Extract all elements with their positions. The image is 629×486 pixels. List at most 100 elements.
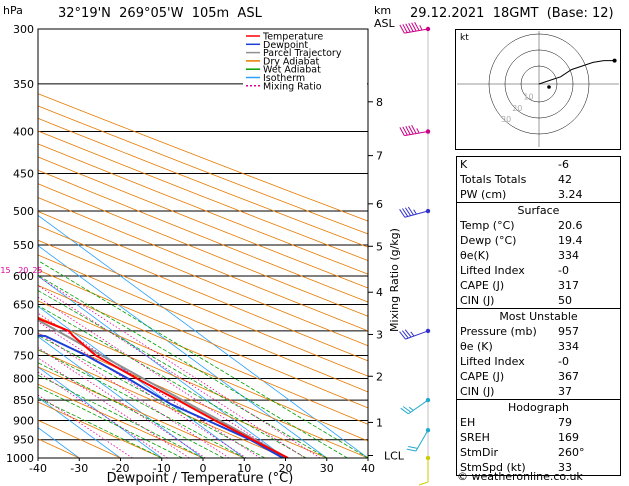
- mixing-ratio-label: 25: [32, 266, 42, 275]
- pressure-tick-label: 800: [13, 372, 34, 385]
- copyright: © weatheronline.co.uk: [457, 470, 583, 483]
- mixing-ratio-line: [38, 371, 168, 458]
- surface-label: θe(K): [460, 249, 490, 262]
- surface-label: CIN (J): [460, 294, 495, 307]
- most-unstable-label: θe (K): [460, 340, 493, 353]
- mixing-ratio-label: 15: [0, 266, 10, 275]
- wind-barb-flag: [418, 481, 429, 486]
- isotherm-line: [38, 336, 204, 458]
- km-tick-label: 6: [376, 198, 383, 211]
- wind-barb: [399, 328, 431, 340]
- index-value: -6: [558, 158, 569, 171]
- surface-label: Dewp (°C): [460, 234, 517, 247]
- km-tick-label: 5: [376, 240, 383, 253]
- temperature-tick-label: 40: [361, 462, 375, 475]
- isotherm-line: [38, 214, 368, 458]
- most-unstable-label: CAPE (J): [460, 370, 505, 383]
- km-tick-label: 7: [376, 150, 383, 163]
- parcel-trajectory-line: [38, 318, 289, 458]
- dry-adiabat-line: [38, 383, 204, 458]
- index-label: PW (cm): [460, 188, 507, 201]
- wind-barb-flag: [408, 446, 418, 449]
- wind-barb-flag: [406, 448, 417, 452]
- pressure-tick-label: 600: [13, 270, 34, 283]
- most-unstable-row: Lifted Index -0: [457, 354, 620, 369]
- wind-barb-flag: [405, 23, 411, 33]
- dewpoint-line: [38, 334, 284, 458]
- hodograph-stat-row: StmDir 260°: [457, 445, 620, 460]
- dry-adiabat-line: [38, 300, 368, 442]
- km-axis-label: km: [374, 4, 392, 17]
- legend-label: Wet Adiabat: [263, 65, 321, 76]
- legend-label: Mixing Ratio: [263, 81, 322, 92]
- mixing-ratio-line: [38, 357, 190, 458]
- surface-row: Lifted Index -0: [457, 263, 620, 278]
- legend-label: Dewpoint: [263, 40, 308, 51]
- dry-adiabat-line: [38, 366, 245, 458]
- hodograph-ring-label: 20: [512, 104, 522, 113]
- wind-barb-flag: [408, 125, 414, 135]
- wind-barb-flag: [402, 24, 408, 33]
- surface-row: Dewp (°C) 19.4: [457, 233, 620, 248]
- index-row: K -6: [457, 157, 620, 172]
- pressure-tick-label: 850: [13, 394, 34, 407]
- hodograph-ring-label: 10: [523, 93, 533, 102]
- most-unstable-row: Pressure (mb) 957: [457, 324, 620, 339]
- wind-barb: [399, 21, 431, 34]
- most-unstable-label: Lifted Index: [460, 355, 525, 368]
- isotherm-line: [38, 427, 80, 458]
- asl-axis-label: ASL: [374, 17, 395, 30]
- wind-barb-flag: [399, 209, 406, 218]
- mixing-ratio-line: [38, 275, 321, 458]
- mixing-ratio-line: [38, 347, 206, 458]
- surface-label: Temp (°C): [460, 219, 515, 232]
- wet-adiabat-line: [38, 386, 183, 458]
- surface-title: Surface: [517, 204, 560, 217]
- plot-frame: [37, 28, 369, 459]
- wind-barb-flag: [411, 22, 417, 32]
- hodograph-stat-value: 79: [558, 416, 572, 429]
- most-unstable-title: Most Unstable: [499, 310, 578, 323]
- temperature-tick-label: 30: [320, 462, 334, 475]
- wind-barb-flag: [399, 24, 405, 34]
- surface-label: CAPE (J): [460, 279, 505, 292]
- dry-adiabat-line: [38, 239, 368, 377]
- wind-barb-flag: [411, 125, 417, 134]
- pressure-tick-label: 900: [13, 414, 34, 427]
- dry-adiabat-line: [38, 438, 80, 458]
- surface-label: Lifted Index: [460, 264, 525, 277]
- pressure-tick-label: 500: [13, 205, 34, 218]
- dry-adiabat-line: [38, 197, 368, 332]
- temperature-tick-label: 20: [279, 462, 293, 475]
- dry-adiabat-line: [38, 93, 368, 222]
- km-tick-label: 1: [376, 416, 383, 429]
- pressure-tick-label: 550: [13, 239, 34, 252]
- isotherm-line: [38, 275, 286, 458]
- dry-adiabat-line: [38, 183, 368, 317]
- wind-barb: [418, 455, 431, 486]
- lcl-label: LCL: [384, 449, 405, 462]
- dry-adiabat-line: [38, 316, 368, 458]
- dry-adiabat-line: [38, 269, 368, 409]
- hodograph-stat-value: 260°: [558, 446, 585, 459]
- temperature-tick-label: -30: [70, 462, 88, 475]
- wet-adiabat-line: [38, 274, 348, 458]
- km-tick-label: 3: [376, 328, 383, 341]
- wind-barb-station: [425, 328, 431, 334]
- surface-row: θe(K) 334: [457, 248, 620, 263]
- surface-row: CIN (J) 50: [457, 293, 620, 308]
- mixing-ratio-axis-title: Mixing Ratio (g/kg): [388, 228, 401, 332]
- most-unstable-label: Pressure (mb): [460, 325, 537, 338]
- legend-label: Isotherm: [263, 73, 305, 84]
- most-unstable-row: CAPE (J) 367: [457, 369, 620, 384]
- pressure-tick-label: 400: [13, 126, 34, 139]
- hodograph-storm-motion: [547, 85, 551, 89]
- mixing-ratio-label: 20: [18, 266, 28, 275]
- mixing-ratio-line: [38, 285, 306, 458]
- dry-adiabat-line: [38, 117, 368, 248]
- temperature-tick-label: -20: [112, 462, 130, 475]
- wind-barb-flag: [404, 207, 412, 216]
- hodograph-ring-label: 30: [501, 115, 511, 124]
- hodograph-stat-label: StmDir: [460, 446, 499, 459]
